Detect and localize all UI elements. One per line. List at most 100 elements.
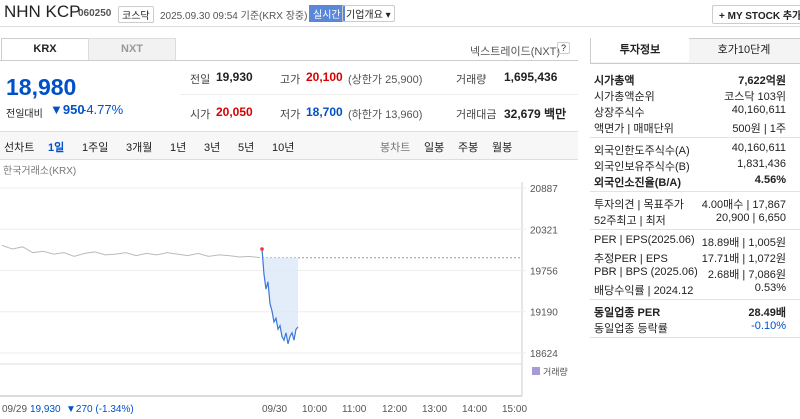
period[interactable]: 10년 [272, 142, 295, 154]
info-label: 외국인한도주식수(A) [594, 145, 690, 157]
market-badge: 코스닥 [118, 6, 154, 23]
info-label: PBR | BPS (2025.06) [594, 266, 698, 278]
volume-legend [532, 367, 540, 375]
x-tick-label: 15:00 [502, 404, 527, 415]
prev-day-line [1, 244, 261, 259]
quote-limit: (하한가 13,960) [348, 109, 423, 121]
open-dot [260, 247, 264, 251]
info-tab[interactable]: 투자정보 [591, 38, 689, 62]
quote-value: 1,695,436 [504, 70, 558, 84]
info-label: 시가총액 [594, 75, 635, 87]
period[interactable]: 1일 [48, 142, 65, 154]
quote-label: 거래량 [456, 74, 487, 86]
change-label: 전일대비 [6, 109, 43, 120]
prev-date: 09/29 [2, 404, 27, 415]
x-tick-label: 13:00 [422, 404, 447, 415]
info-value: 40,160,611 [731, 104, 786, 116]
x-tick-label: 12:00 [382, 404, 407, 415]
y-tick-label: 19190 [530, 308, 558, 319]
stock-code: 060250 [78, 8, 112, 19]
divider [590, 191, 800, 192]
x-tick-label: 11:00 [342, 404, 367, 415]
divider [590, 229, 800, 230]
info-label: PER | EPS(2025.06) [594, 234, 695, 246]
info-label: 상장주식수 [594, 107, 645, 119]
x-tick-label: 14:00 [462, 404, 487, 415]
info-label: 동일업종 PER [594, 307, 661, 319]
divider [0, 60, 578, 61]
quote-value: 20,100 [306, 70, 343, 84]
x-tick-label: 10:00 [302, 404, 327, 415]
info-value: 4.00매수 | 17,867 [701, 199, 786, 211]
candle-period[interactable]: 주봉 [458, 142, 479, 154]
y-tick-label: 20887 [530, 184, 558, 195]
info-label: 배당수익률 | 2024.12 [594, 285, 694, 297]
divider [590, 137, 800, 138]
realtime-badge[interactable]: 실시간 [309, 5, 345, 22]
stock-name: NHN KCP [4, 2, 81, 21]
period: 선차트 [4, 142, 35, 154]
info-label: 외국인보유주식수(B) [594, 161, 690, 173]
y-tick-label: 20321 [530, 225, 558, 236]
info-label: 액면가 | 매매단위 [594, 123, 674, 135]
quote-label: 전일 [190, 74, 211, 86]
chart: 한국거래소(KRX) 18624 19190 19756 20321 20887 거래량 09… [0, 165, 568, 415]
rate: -4.77% [82, 102, 124, 117]
info-value: -0.10% [751, 320, 786, 332]
info-value: 28.49배 [748, 307, 786, 319]
nxt-link[interactable]: 넥스트레이드(NXT) [470, 46, 561, 58]
info-label: 시가총액순위 [594, 91, 655, 103]
info-value: 18.89배 | 1,005원 [701, 237, 786, 249]
info-label: 투자의견 | 목표주가 [594, 199, 684, 211]
period[interactable]: 1주일 [82, 142, 109, 154]
quote-label: 저가 [280, 109, 301, 121]
period[interactable]: 1년 [170, 142, 187, 154]
change: ▼950 [50, 102, 85, 117]
time: 2025.09.30 09:54 기준(KRX 장중) [160, 11, 308, 22]
mystock-button[interactable]: + MY STOCK 추가 [712, 5, 800, 24]
info-tab[interactable]: 호가10단계 [717, 44, 771, 56]
period[interactable]: 3년 [204, 142, 221, 154]
quote-value: 20,050 [216, 105, 253, 119]
quote-value: 18,700 [306, 105, 343, 119]
info-value: 500원 | 1주 [732, 123, 786, 135]
period[interactable]: 5년 [238, 142, 255, 154]
today-area [262, 249, 298, 344]
candle-period[interactable]: 월봉 [492, 142, 513, 154]
period[interactable]: 3개월 [126, 142, 153, 154]
candle-period: 봉차트 [380, 142, 411, 154]
price: 18,980 [6, 74, 77, 100]
quote-label: 고가 [280, 74, 301, 86]
quote-label: 시가 [190, 109, 211, 121]
info-value: 7,622억원 [738, 75, 786, 87]
today-line [261, 248, 299, 344]
help[interactable]: ? [557, 42, 571, 54]
info-value: 코스닥 103위 [724, 91, 786, 103]
period-bar [0, 131, 578, 160]
divider [590, 299, 800, 300]
quote-label: 거래대금 [456, 109, 497, 121]
info-value: 20,900 | 6,650 [715, 212, 786, 224]
volume-label: 거래량 [543, 366, 568, 377]
prev-change: ▼270 (-1.34%) [66, 404, 134, 415]
y-tick-label: 18624 [530, 349, 558, 360]
info-value: 2.68배 | 7,086원 [707, 269, 786, 281]
candle-period[interactable]: 일봉 [424, 142, 445, 154]
info-value: 0.53% [754, 282, 786, 294]
info-label: 외국인소진율(B/A) [594, 177, 681, 189]
divider [590, 337, 800, 338]
info-value: 1,831,436 [737, 158, 786, 170]
quote-value: 32,679 백만 [504, 107, 567, 121]
divider [0, 26, 800, 27]
tab-krx[interactable]: KRX [1, 38, 89, 60]
quote-limit: (상한가 25,900) [348, 74, 423, 86]
info-label: 추정PER | EPS [594, 253, 668, 265]
tab-nxt[interactable]: NXT [88, 38, 176, 61]
quote-value: 19,930 [216, 70, 253, 84]
overview-button[interactable]: 기업개요 ▾ [342, 5, 395, 22]
source: 한국거래소(KRX) [3, 165, 76, 177]
info-value: 17.71배 | 1,072원 [701, 253, 786, 265]
divider [180, 94, 578, 95]
x-tick-label: 09/30 [262, 404, 287, 415]
